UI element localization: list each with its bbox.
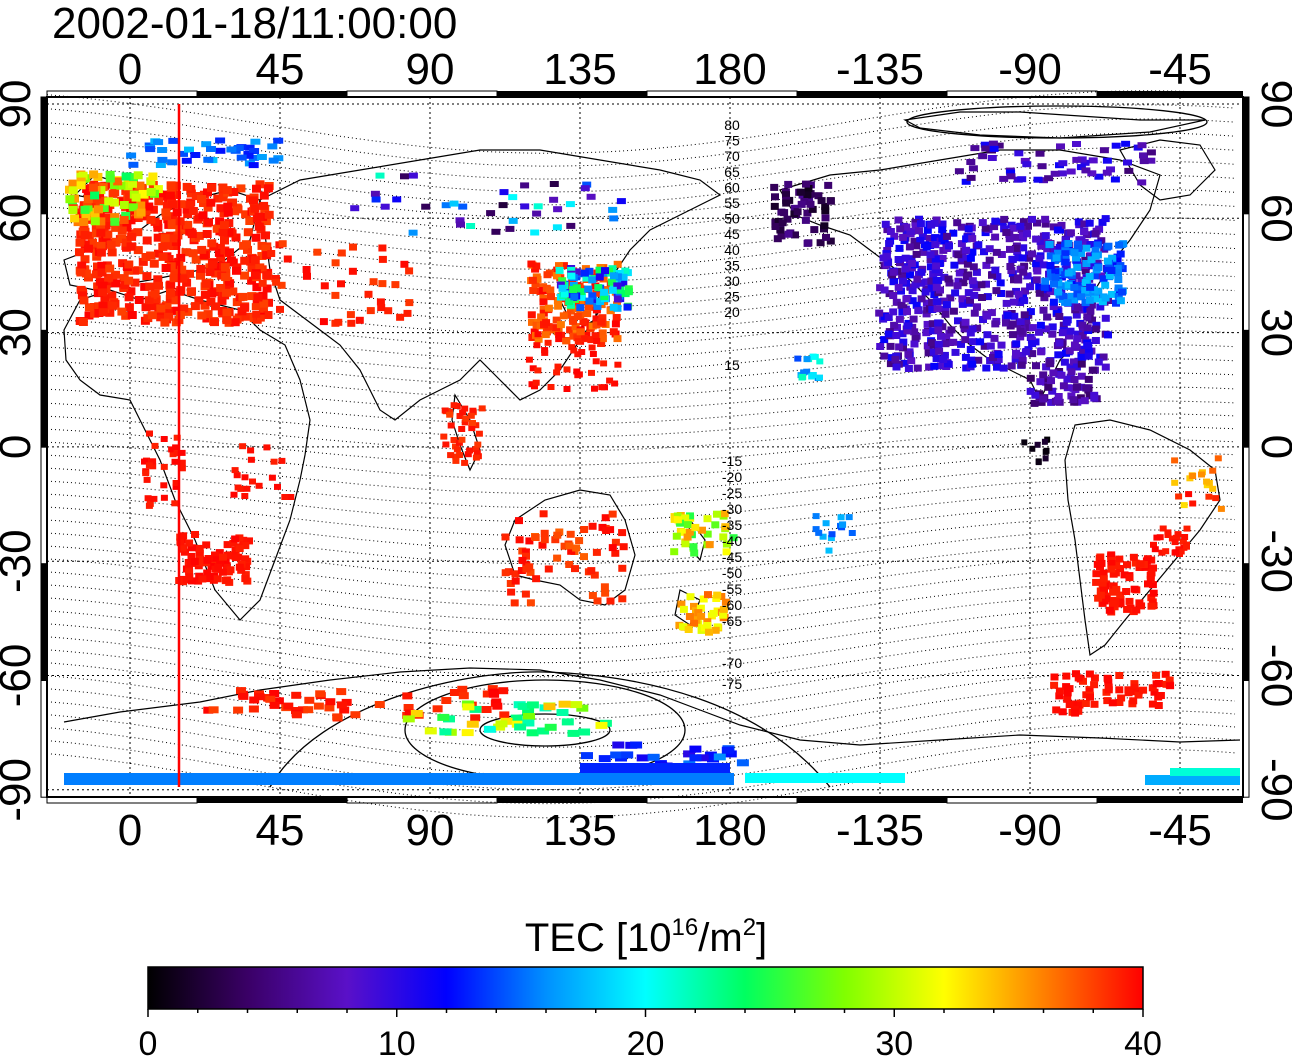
- contour-label: -15: [722, 453, 742, 469]
- lon-tick-bottom: 45: [256, 806, 305, 855]
- axis-tick-labels: 0 45 90 135 180 -135 -90 -450 45 90 135 180 -135 -90-…: [0, 45, 1292, 855]
- lat-tick-right: 90: [1252, 80, 1292, 129]
- contour-label: -30: [722, 501, 742, 517]
- contour-label: 55: [724, 195, 740, 211]
- plot-frame: [40, 90, 1250, 804]
- contour-label: 35: [724, 257, 740, 273]
- colorbar-label-unit: /m: [698, 916, 743, 960]
- lat-tick-right: 0: [1252, 435, 1292, 459]
- contour-label: 15: [724, 357, 740, 373]
- colorbar-ticks: 0 10 20 30 40: [139, 1009, 1162, 1057]
- lat-tick-left: 60: [0, 194, 40, 243]
- map-title: 2002-01-18/11:00:00: [52, 0, 458, 48]
- tec-observations: [64, 137, 1240, 785]
- contour-label: -40: [722, 533, 742, 549]
- contour-label: -20: [722, 469, 742, 485]
- lon-tick-top: 45: [256, 45, 305, 94]
- colorbar: [147, 966, 1144, 1010]
- lon-tick-top: 0: [118, 45, 142, 94]
- contour-label: -35: [722, 517, 742, 533]
- colorbar-tick-label: 10: [378, 1025, 416, 1057]
- colorbar-tick-label: 20: [627, 1025, 665, 1057]
- lon-tick-top: -135: [836, 45, 924, 94]
- colorbar-label-main: TEC [10: [524, 916, 672, 960]
- lat-tick-right: -90: [1252, 758, 1292, 822]
- lat-tick-left: -90: [0, 758, 40, 822]
- contour-label: 20: [724, 304, 740, 320]
- contour-label: -60: [722, 597, 742, 613]
- contour-label: -55: [722, 581, 742, 597]
- lat-tick-right: 30: [1252, 308, 1292, 357]
- lon-tick-top: 180: [693, 45, 766, 94]
- lat-tick-right: 60: [1252, 194, 1292, 243]
- lon-tick-bottom: 90: [406, 806, 455, 855]
- lon-tick-top: 135: [543, 45, 616, 94]
- lat-tick-right: -60: [1252, 644, 1292, 708]
- contour-label: 40: [724, 242, 740, 258]
- lon-tick-bottom: -135: [836, 806, 924, 855]
- contour-label: 25: [724, 289, 740, 305]
- lon-tick-top: 90: [406, 45, 455, 94]
- contour-label: -25: [722, 485, 742, 501]
- contour-label: -70: [722, 655, 742, 671]
- contour-label: 70: [724, 148, 740, 164]
- lon-tick-bottom: 180: [693, 806, 766, 855]
- colorbar-tick-label: 0: [139, 1025, 158, 1057]
- colorbar-label-end: ]: [756, 916, 768, 960]
- lon-tick-top: -45: [1148, 45, 1212, 94]
- lat-tick-left: 0: [0, 435, 40, 459]
- contour-label: -45: [722, 549, 742, 565]
- colorbar-tick-label: 30: [875, 1025, 913, 1057]
- contour-label: -65: [722, 613, 742, 629]
- colorbar-tick-label: 40: [1124, 1025, 1162, 1057]
- contour-label: 50: [724, 211, 740, 227]
- colorbar-label-exp2: 2: [742, 914, 757, 941]
- lon-tick-bottom: -90: [998, 806, 1062, 855]
- lon-tick-bottom: 0: [118, 806, 142, 855]
- lat-tick-left: -30: [0, 529, 40, 593]
- lat-tick-left: -60: [0, 644, 40, 708]
- lon-tick-bottom: 135: [543, 806, 616, 855]
- contour-label: 80: [724, 117, 740, 133]
- contour-label: 30: [724, 273, 740, 289]
- contour-label: -50: [722, 565, 742, 581]
- colorbar-label: TEC [1016/m2]: [0, 905, 1292, 961]
- contour-label: 65: [724, 164, 740, 180]
- lon-tick-bottom: -45: [1148, 806, 1212, 855]
- contour-label: 45: [724, 226, 740, 242]
- contour-label: 60: [724, 179, 740, 195]
- lat-tick-right: -30: [1252, 529, 1292, 593]
- lat-tick-left: 30: [0, 308, 40, 357]
- lon-tick-top: -90: [998, 45, 1062, 94]
- contour-label: 75: [724, 133, 740, 149]
- contour-label: -75: [722, 676, 742, 692]
- lat-tick-left: 90: [0, 80, 40, 129]
- colorbar-label-exp: 16: [671, 914, 699, 941]
